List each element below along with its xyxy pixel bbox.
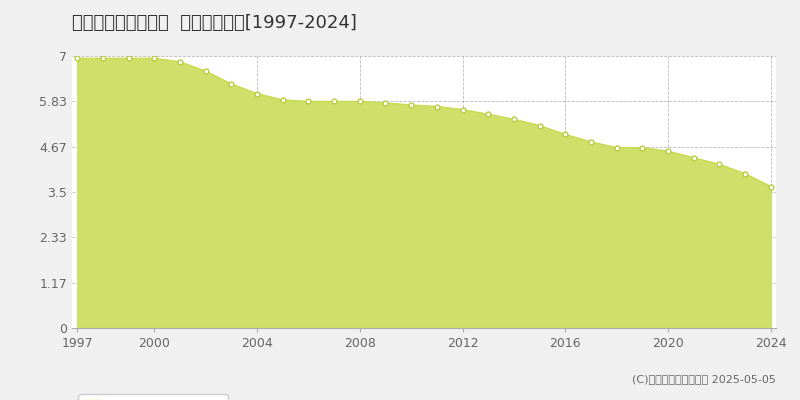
Legend: 基準地価  平均坪単価(万円/坪): 基準地価 平均坪単価(万円/坪) — [78, 394, 228, 400]
Text: 幌泉郡えりも町本町  基準地価推移[1997-2024]: 幌泉郡えりも町本町 基準地価推移[1997-2024] — [72, 14, 357, 32]
Text: (C)土地価格ドットコム 2025-05-05: (C)土地価格ドットコム 2025-05-05 — [632, 374, 776, 384]
